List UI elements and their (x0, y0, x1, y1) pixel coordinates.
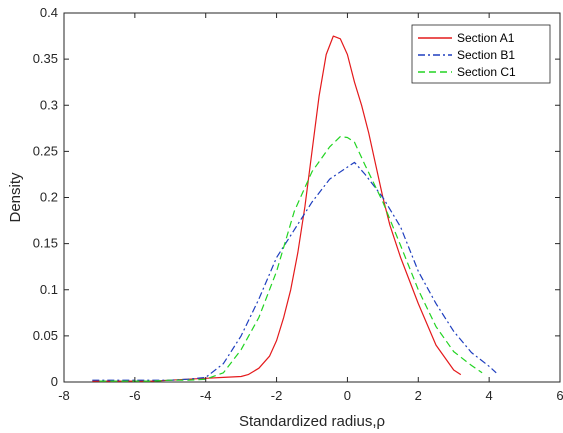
series-line-3 (99, 136, 483, 382)
series-line-1 (92, 35, 462, 382)
x-tick-label: -2 (271, 388, 283, 403)
series-layer (92, 35, 497, 382)
y-tick-label: 0.25 (33, 143, 58, 158)
legend-label: Section B1 (457, 48, 515, 62)
x-axis-label: Standardized radius,ρ (239, 413, 385, 430)
y-tick-label: 0.35 (33, 51, 58, 66)
y-tick-label: 0.15 (33, 236, 58, 251)
y-tick-label: 0.2 (40, 190, 58, 205)
legend-label: Section A1 (457, 31, 515, 45)
x-tick-label: -6 (129, 388, 141, 403)
legend-entries: Section A1 Section B1 Section C1 (418, 31, 516, 79)
x-tick-label: 6 (556, 388, 563, 403)
legend: Section A1 Section B1 Section C1 (411, 24, 551, 84)
y-tick-label: 0.1 (40, 282, 58, 297)
y-axis-label: Density (7, 172, 24, 223)
x-tick-label: -8 (58, 388, 70, 403)
x-tick-label: 4 (486, 388, 493, 403)
x-ticks: -8 -6 -4 -2 0 2 4 6 (58, 13, 563, 403)
x-tick-label: 2 (415, 388, 422, 403)
y-tick-label: 0.3 (40, 97, 58, 112)
x-tick-label: -4 (200, 388, 212, 403)
x-tick-label: 0 (344, 388, 351, 403)
legend-box (411, 24, 551, 84)
y-ticks: 0 0.05 0.1 0.15 0.2 0.25 0.3 0.35 0.4 (33, 5, 560, 389)
y-tick-label: 0.05 (33, 328, 58, 343)
y-tick-label: 0 (51, 374, 58, 389)
y-tick-label: 0.4 (40, 5, 58, 20)
legend-label: Section C1 (457, 65, 516, 79)
